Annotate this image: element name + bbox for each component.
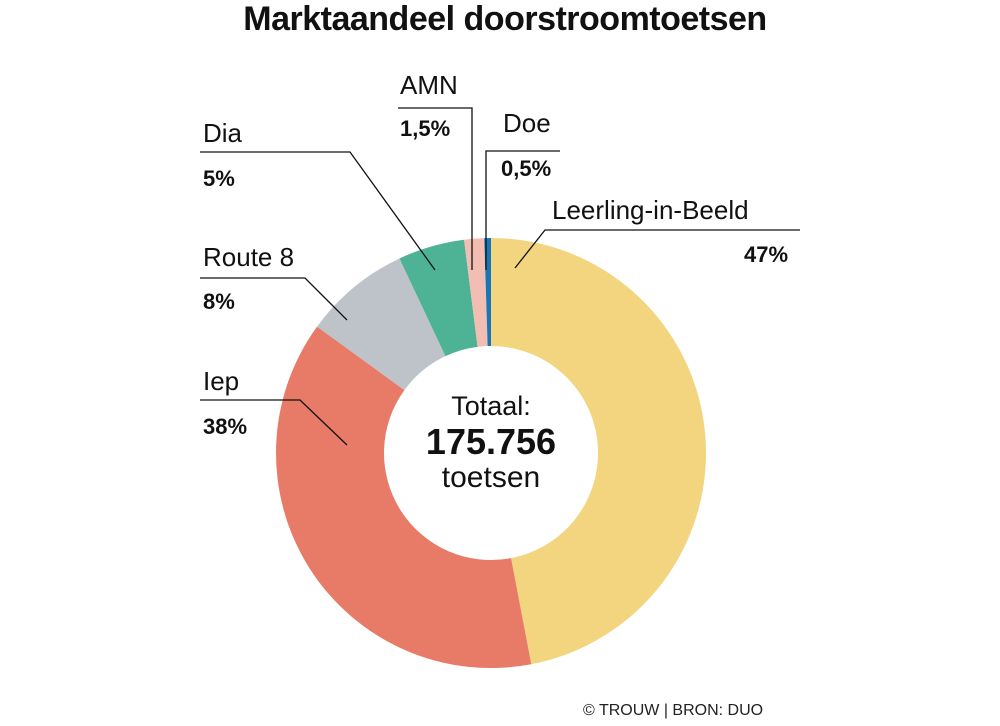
label-leerling: Leerling-in-Beeld (552, 195, 749, 225)
pct-dia: 5% (203, 166, 235, 191)
center-value: 175.756 (425, 421, 557, 462)
leader-line-doe (485, 150, 560, 270)
pct-leerling: 47% (744, 242, 789, 267)
leader-line-route8 (200, 277, 348, 321)
slice-leerling-in-beeld (491, 238, 707, 665)
slice-iep (275, 326, 532, 669)
center-unit: toetsen (441, 461, 541, 494)
source-credit: © TROUW | BRON: DUO (583, 702, 764, 719)
label-doe: Doe (503, 108, 551, 138)
leader-lines (200, 107, 800, 446)
center-title: Totaal: (451, 391, 531, 421)
leader-line-iep (200, 399, 348, 446)
pct-route8: 8% (203, 289, 235, 314)
center-label: Totaal: 175.756 toetsen (385, 390, 597, 494)
slice-amn (464, 238, 488, 347)
leader-line-leerling (514, 229, 800, 269)
leader-line-amn (398, 107, 473, 270)
slice-dia (399, 239, 478, 357)
pct-amn: 1,5% (400, 116, 451, 141)
pct-doe: 0,5% (501, 156, 552, 181)
chart-title: Marktaandeel doorstroomtoetsen (243, 0, 767, 38)
leader-line-dia (200, 151, 436, 271)
label-iep: Iep (203, 366, 240, 396)
label-amn: AMN (400, 70, 458, 100)
slice-route-8 (317, 258, 446, 391)
label-dia: Dia (203, 118, 243, 148)
label-route8: Route 8 (203, 242, 295, 272)
pct-iep: 38% (203, 414, 248, 439)
